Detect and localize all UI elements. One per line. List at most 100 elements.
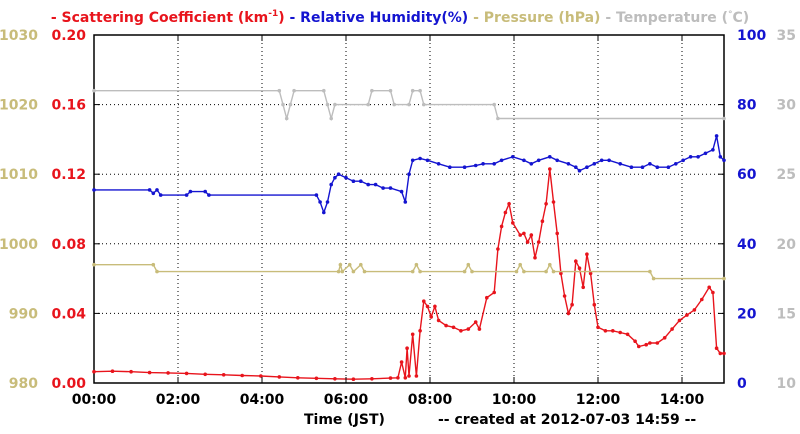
data-point-humidity [314, 193, 319, 197]
data-point-scattering [529, 233, 534, 237]
tick-label-scattering: 0.12 [51, 167, 86, 183]
series-line-humidity [94, 135, 725, 215]
data-point-scattering [551, 200, 556, 204]
data-point-humidity [574, 165, 578, 169]
data-point-humidity [674, 162, 678, 166]
data-point-pressure [722, 276, 726, 281]
data-point-humidity [529, 162, 534, 166]
data-point-scattering [685, 313, 689, 317]
data-point-pressure [466, 262, 471, 267]
legend-tail: C) [732, 10, 749, 26]
tick-label-temperature: 15 [777, 306, 796, 322]
data-point-humidity [666, 165, 671, 169]
data-point-scattering [548, 167, 552, 171]
data-point-pressure [470, 269, 474, 274]
data-point-scattering [718, 351, 723, 356]
data-point-humidity [577, 168, 582, 173]
data-point-pressure [462, 269, 467, 274]
grid [94, 35, 724, 383]
data-point-pressure [340, 269, 345, 274]
data-point-scattering [536, 240, 541, 244]
data-point-scattering [574, 259, 578, 264]
tick-label-temperature: 20 [777, 237, 797, 253]
data-point-scattering [221, 373, 226, 377]
data-point-temperature [492, 102, 497, 107]
data-point-scattering [333, 377, 337, 381]
data-point-humidity [473, 163, 478, 168]
data-point-pressure [651, 276, 656, 281]
data-point-scattering [714, 346, 719, 351]
legend-entry: - Scattering Coefficient (km [51, 10, 268, 26]
data-point-scattering [477, 327, 482, 331]
data-point-scattering [418, 329, 422, 333]
data-point-pressure [548, 262, 552, 267]
tick-label-temperature: 35 [777, 28, 796, 44]
data-point-humidity [585, 165, 589, 169]
data-point-humidity [640, 165, 645, 169]
data-point-scattering [611, 329, 615, 333]
data-point-scattering [522, 231, 526, 236]
data-point-scattering [655, 341, 660, 345]
data-point-temperature [288, 102, 293, 107]
data-point-pressure [551, 269, 556, 274]
data-point-scattering [511, 221, 515, 225]
data-point-scattering [677, 318, 682, 323]
data-point-scattering [577, 266, 582, 271]
tick-label-humidity: 20 [737, 306, 757, 322]
data-point-temperature [322, 88, 326, 93]
tick-label-scattering: 0.20 [51, 28, 86, 44]
data-point-humidity [722, 158, 726, 163]
data-point-humidity [648, 162, 652, 166]
data-point-temperature [292, 88, 296, 93]
data-point-temperature [284, 116, 289, 121]
data-point-temperature [329, 116, 334, 121]
data-point-scattering [644, 342, 648, 347]
data-point-scattering [203, 372, 207, 377]
tick-label-pressure: 1020 [0, 98, 38, 114]
data-point-scattering [581, 285, 585, 290]
data-point-scattering [585, 252, 589, 256]
data-point-scattering [596, 325, 600, 330]
x-axis-label: Time (JST) [304, 412, 385, 428]
series-temperature [92, 88, 726, 122]
data-point-humidity [714, 134, 719, 138]
data-point-humidity [511, 155, 515, 159]
data-point-scattering [507, 202, 511, 206]
data-point-scattering [351, 377, 356, 382]
data-point-scattering [566, 311, 571, 316]
data-point-humidity [333, 175, 337, 180]
data-point-pressure [336, 269, 341, 274]
data-point-humidity [188, 189, 193, 194]
data-point-temperature [722, 116, 726, 121]
data-point-pressure [514, 269, 519, 274]
data-point-temperature [370, 88, 374, 93]
tick-label-time: 08:00 [408, 392, 453, 408]
data-point-humidity [481, 162, 485, 166]
data-point-scattering [540, 219, 545, 223]
data-point-scattering [559, 271, 563, 276]
data-point-humidity [425, 158, 430, 163]
data-point-pressure [418, 269, 422, 274]
data-point-humidity [696, 155, 700, 159]
data-point-pressure [414, 262, 419, 267]
data-point-scattering [429, 315, 434, 319]
data-point-scattering [518, 233, 522, 237]
series-humidity [92, 134, 726, 215]
data-point-scattering [544, 202, 548, 206]
data-point-humidity [711, 148, 715, 152]
tick-label-humidity: 60 [737, 167, 757, 183]
data-point-humidity [522, 158, 526, 163]
data-point-humidity [618, 162, 622, 166]
data-point-scattering [388, 376, 393, 380]
tick-label-time: 14:00 [660, 392, 705, 408]
data-point-humidity [718, 155, 723, 159]
data-point-humidity [607, 158, 611, 163]
tick-label-temperature: 30 [777, 98, 797, 114]
data-point-scattering [637, 344, 641, 349]
data-point-scattering [422, 299, 426, 304]
data-point-humidity [203, 189, 207, 194]
tick-label-pressure: 990 [9, 306, 38, 322]
data-point-scattering [496, 247, 500, 251]
data-point-humidity [322, 210, 326, 215]
